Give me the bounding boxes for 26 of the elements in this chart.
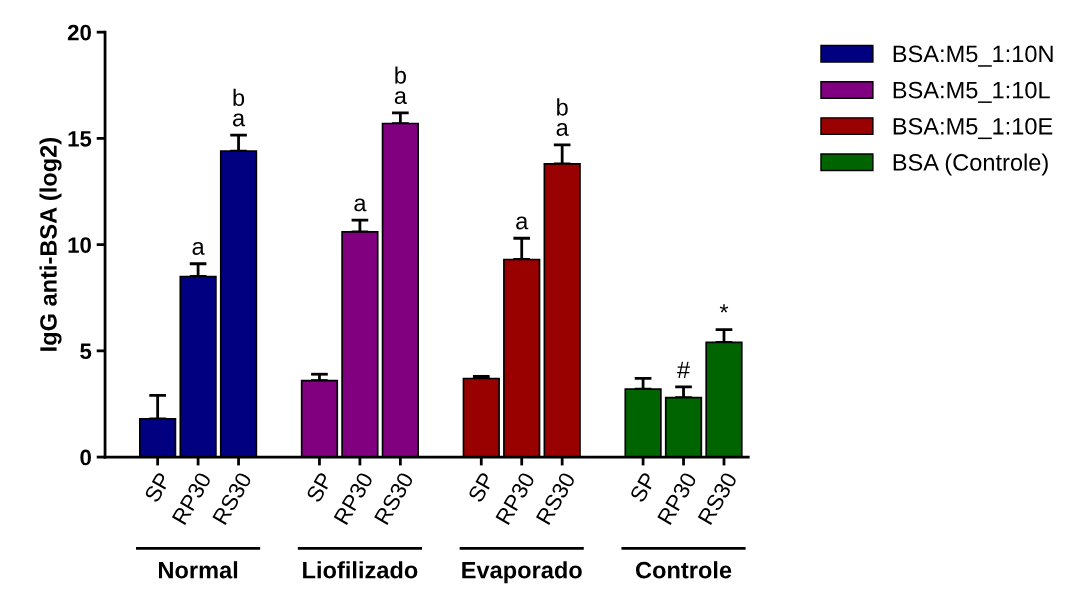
y-tick-label: 0 — [80, 449, 91, 466]
legend-label: BSA (Controle) — [893, 153, 1048, 176]
text: Evaporado — [462, 561, 582, 584]
text: Controle — [635, 561, 732, 579]
text: Normal — [159, 561, 238, 579]
data-label: b a — [556, 98, 569, 136]
text: Liofilizado — [303, 561, 418, 579]
x-tick-label: SP — [629, 471, 657, 504]
x-tick-label: SP — [143, 471, 172, 504]
y-tick-label: 15 — [68, 131, 92, 147]
data-label: b a — [232, 88, 246, 127]
legend-label: BSA:M5_1:10L — [893, 81, 1050, 103]
data-label: a — [192, 241, 205, 255]
y-tick-label: 5 — [80, 343, 92, 360]
x-tick-label: SP — [467, 471, 495, 504]
data-label: a — [354, 198, 367, 212]
data-label: b a — [394, 66, 407, 105]
legend-label: BSA:M5_1:10E — [893, 117, 1053, 140]
legend-label: BSA:M5_1:10N — [893, 45, 1053, 67]
data-label: # — [677, 361, 690, 378]
y-tick-label: 10 — [68, 237, 91, 253]
x-tick-label: SP — [305, 471, 333, 504]
y-tick-label: 20 — [67, 24, 91, 41]
y-axis-title: IgG anti-BSA (log2) — [39, 138, 62, 351]
data-label: a — [516, 216, 529, 230]
data-label: * — [719, 304, 729, 313]
